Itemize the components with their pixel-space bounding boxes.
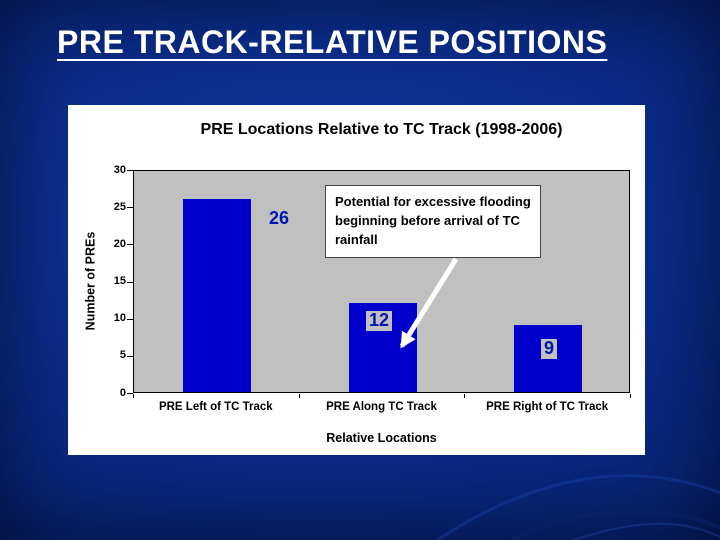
bar-value-label: 12: [366, 310, 393, 331]
y-axis-tick-mark: [127, 393, 133, 394]
y-axis-tick-mark: [127, 318, 133, 320]
bar-value-label: 26: [266, 208, 293, 229]
chart-panel: PRE Locations Relative to TC Track (1998…: [68, 105, 645, 455]
y-axis-tick-label: 25: [113, 200, 126, 213]
y-axis-tick-label: 10: [113, 312, 126, 325]
x-axis-tick-mark: [630, 394, 631, 398]
y-axis-tick-mark: [127, 355, 133, 357]
chart-title: PRE Locations Relative to TC Track (1998…: [200, 121, 563, 138]
y-axis-tick-mark: [127, 281, 133, 283]
y-axis-tick-mark: [127, 207, 133, 209]
bar-value-label: 9: [541, 338, 558, 359]
x-axis-category-label: PRE Left of TC Track: [158, 401, 273, 413]
x-axis-title: Relative Locations: [326, 431, 437, 445]
x-axis-tick-mark: [133, 394, 134, 398]
y-axis-tick-label: 0: [119, 386, 126, 399]
y-axis-tick-label: 5: [119, 349, 126, 362]
y-axis-tick-label: 30: [113, 163, 126, 176]
x-axis-category-label: PRE Along TC Track: [326, 401, 437, 413]
slide-title: PRE TRACK-RELATIVE POSITIONS: [57, 24, 608, 60]
bar-0: [182, 199, 251, 392]
y-axis-tick-mark: [127, 244, 133, 246]
y-axis-tick-label: 15: [113, 275, 126, 287]
y-axis-tick-label: 20: [113, 237, 126, 250]
y-axis-tick-mark: [127, 170, 133, 171]
x-axis-category-label: PRE Right of TC Track: [486, 401, 609, 413]
x-axis-tick-mark: [464, 394, 466, 398]
annotation-callout: Potential for excessive flooding beginni…: [325, 185, 541, 258]
x-axis-tick-mark: [298, 394, 300, 398]
